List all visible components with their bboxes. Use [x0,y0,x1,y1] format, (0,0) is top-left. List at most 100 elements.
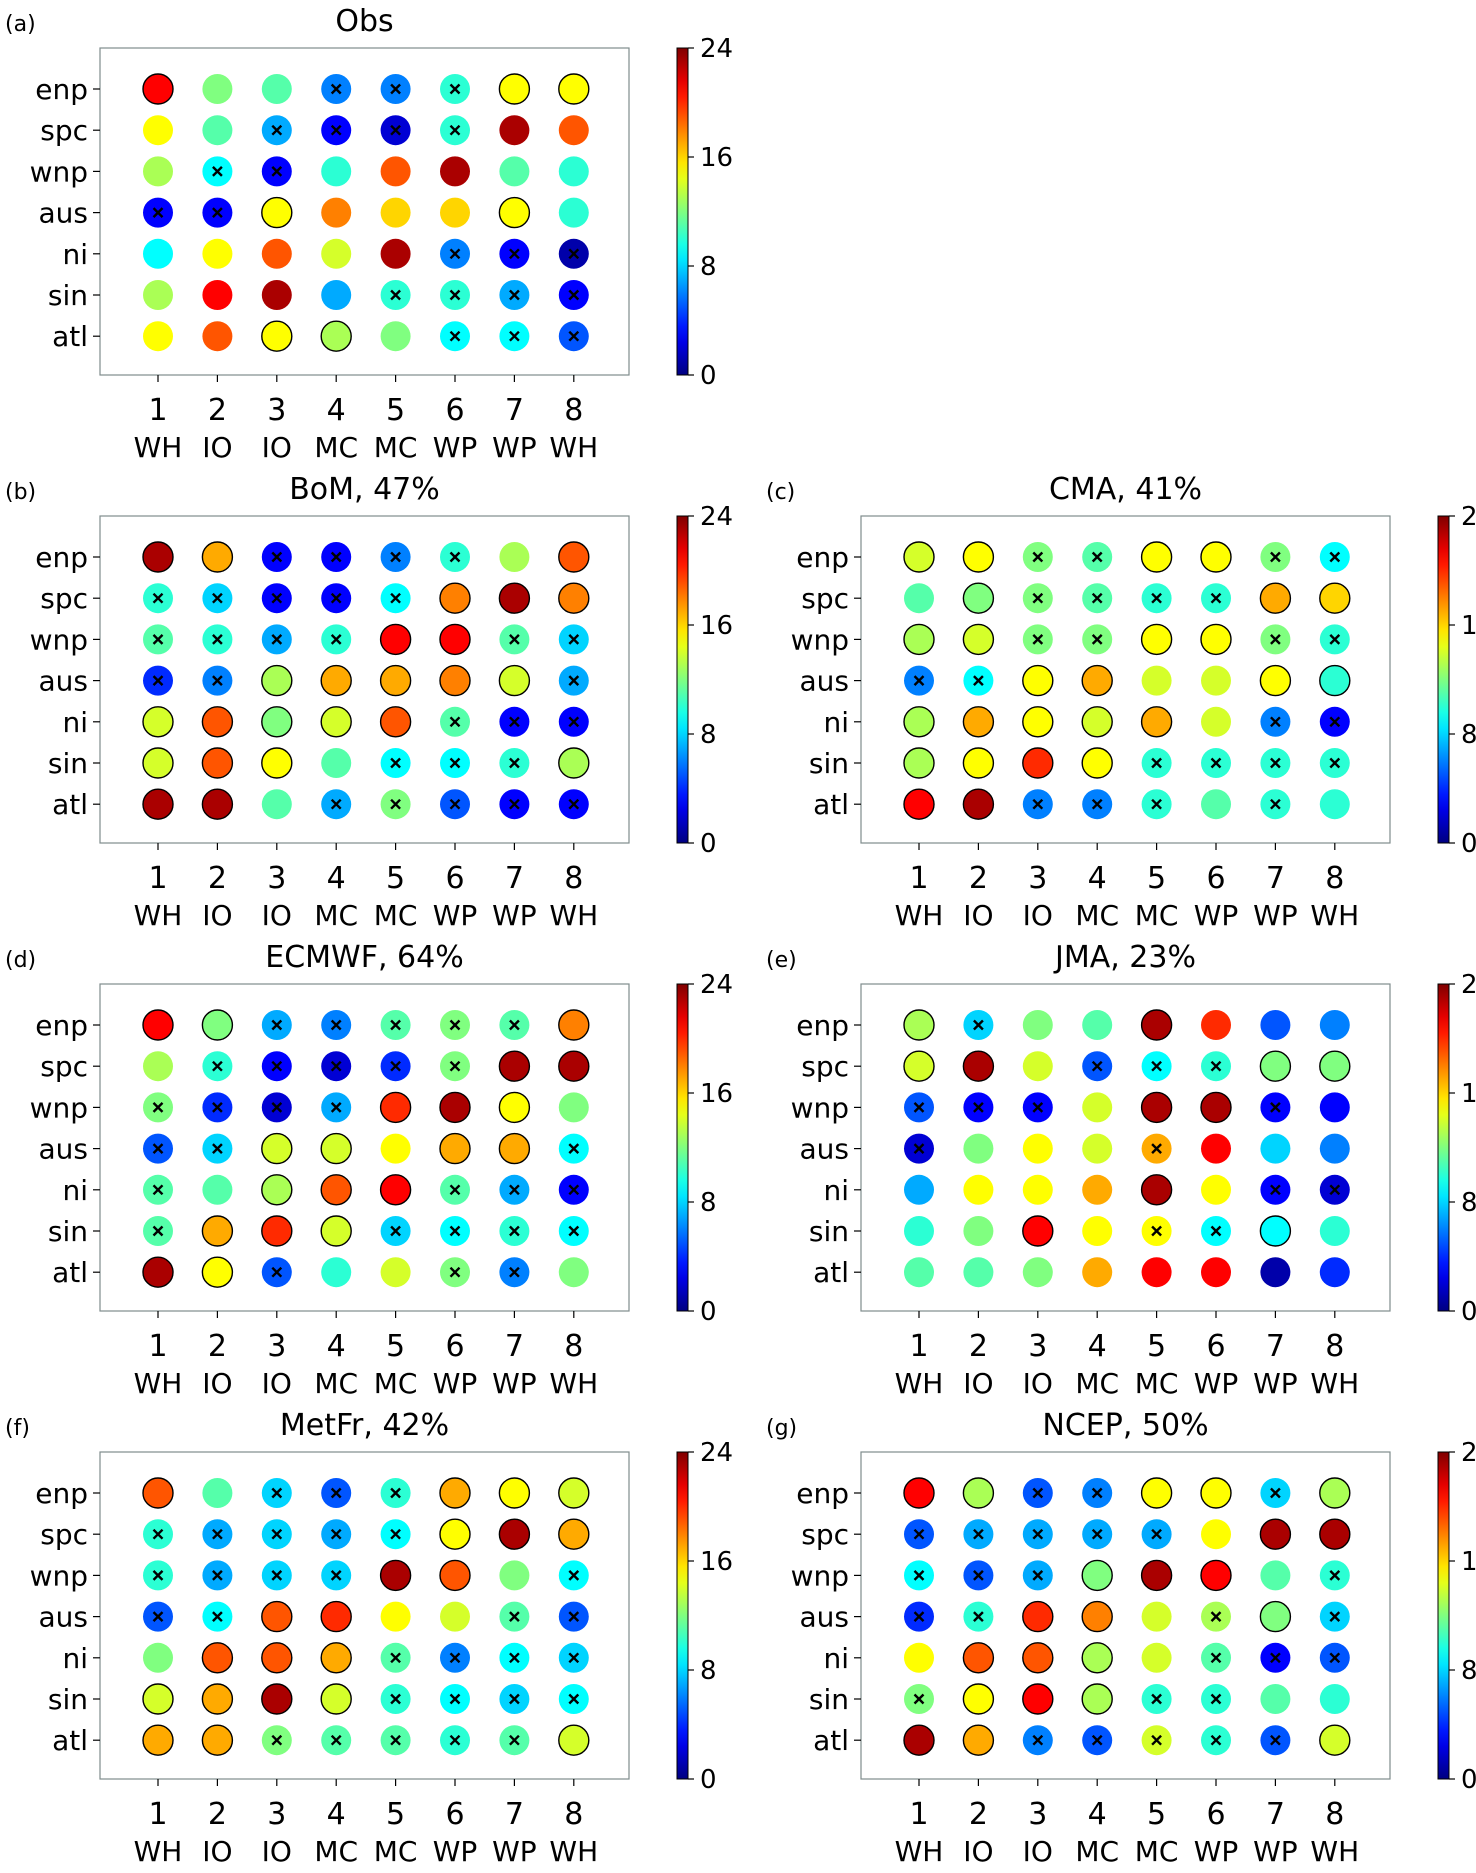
cross-marker [973,1528,984,1540]
cross-marker [1329,1570,1341,1581]
data-point [558,541,590,573]
cross-marker [509,798,520,810]
data-point [380,197,411,228]
data-point [439,1559,471,1592]
cross-marker [1329,1652,1341,1664]
cross-marker [1210,1693,1222,1705]
cross-marker [1270,716,1281,728]
x-tick-region: WP [1253,899,1298,932]
cross-marker [568,1652,580,1664]
data-point [201,1256,234,1288]
x-tick-phase: 2 [969,1329,988,1364]
data-point [261,747,293,779]
data-point [143,115,173,146]
x-tick-region: WH [895,899,944,932]
cross-marker [1270,1102,1281,1113]
x-tick-region: WH [134,431,183,464]
x-tick-phase: 3 [267,1797,286,1832]
cross-marker [449,1652,461,1664]
cross-marker [1032,1528,1044,1540]
data-point [1319,1257,1350,1288]
x-tick-phase: 3 [267,393,286,428]
y-tick-label: sin [48,1215,88,1248]
data-point [1140,1477,1173,1509]
cross-marker [271,592,283,604]
cross-marker [390,1734,401,1746]
data-point [142,1724,174,1756]
x-tick-phase: 3 [1028,861,1047,896]
data-point [261,320,293,352]
x-tick-phase: 5 [1147,1797,1166,1832]
cross-marker [330,1102,342,1113]
x-tick-region: IO [963,1835,993,1868]
x-tick-phase: 8 [564,393,583,428]
cross-marker [1151,1734,1162,1746]
data-point [379,1559,412,1592]
data-point [202,1174,233,1205]
data-point [1200,1559,1232,1592]
cross-marker [449,1184,461,1196]
data-point [1201,789,1231,820]
x-tick-region: WH [134,1367,183,1400]
data-point [380,156,411,187]
data-point [439,1132,471,1165]
x-tick-phase: 7 [1266,861,1285,896]
data-point [904,1642,934,1673]
cross-marker [449,330,461,342]
data-point [201,788,234,820]
y-tick-label: spc [801,1050,849,1083]
data-point [1319,789,1350,820]
data-point [1140,706,1173,738]
data-point [498,1050,531,1082]
cross-marker [330,1060,342,1072]
x-tick-phase: 6 [445,1329,464,1364]
data-point [498,1518,531,1550]
cross-marker [1032,592,1044,604]
x-tick-region: IO [262,899,292,932]
y-tick-label: enp [35,541,88,574]
y-tick-label: sin [48,747,88,780]
cross-marker [1091,634,1103,645]
data-point [498,73,531,105]
data-point [201,541,234,573]
cross-marker [568,1611,580,1622]
y-tick-label: spc [801,1518,849,1551]
x-tick-region: WH [134,1835,183,1868]
cross-marker [568,716,580,728]
data-point [439,664,471,697]
y-tick-label: spc [40,1518,88,1551]
x-tick-region: IO [1023,899,1053,932]
data-point [1022,706,1054,738]
data-point [1259,1518,1292,1550]
cross-marker [1032,798,1044,810]
data-point [261,74,292,104]
cross-marker [568,330,580,342]
x-tick-region: IO [202,1835,232,1868]
cross-marker [1210,592,1222,604]
data-point [904,1257,934,1288]
data-point [321,238,352,269]
data-point [261,1174,293,1206]
cross-marker [390,551,401,563]
panel-title: NCEP, 50% [1042,1408,1208,1443]
data-point [903,1009,935,1041]
data-point [499,1560,530,1591]
cross-marker [330,798,342,810]
cross-marker [1151,1225,1162,1237]
cross-marker [212,1611,223,1622]
data-point [320,1132,352,1165]
data-point [1260,1010,1291,1040]
data-point [142,747,174,779]
cross-marker [509,289,520,301]
x-tick-phase: 7 [505,1797,524,1832]
x-tick-phase: 4 [327,1797,346,1832]
data-point [379,664,412,697]
data-point [903,1050,935,1082]
x-tick-region: WP [492,431,537,464]
data-point [1141,665,1172,696]
data-point [1022,1600,1054,1633]
data-point [558,156,589,187]
cross-marker [212,166,223,177]
x-tick-region: WP [433,1835,478,1868]
